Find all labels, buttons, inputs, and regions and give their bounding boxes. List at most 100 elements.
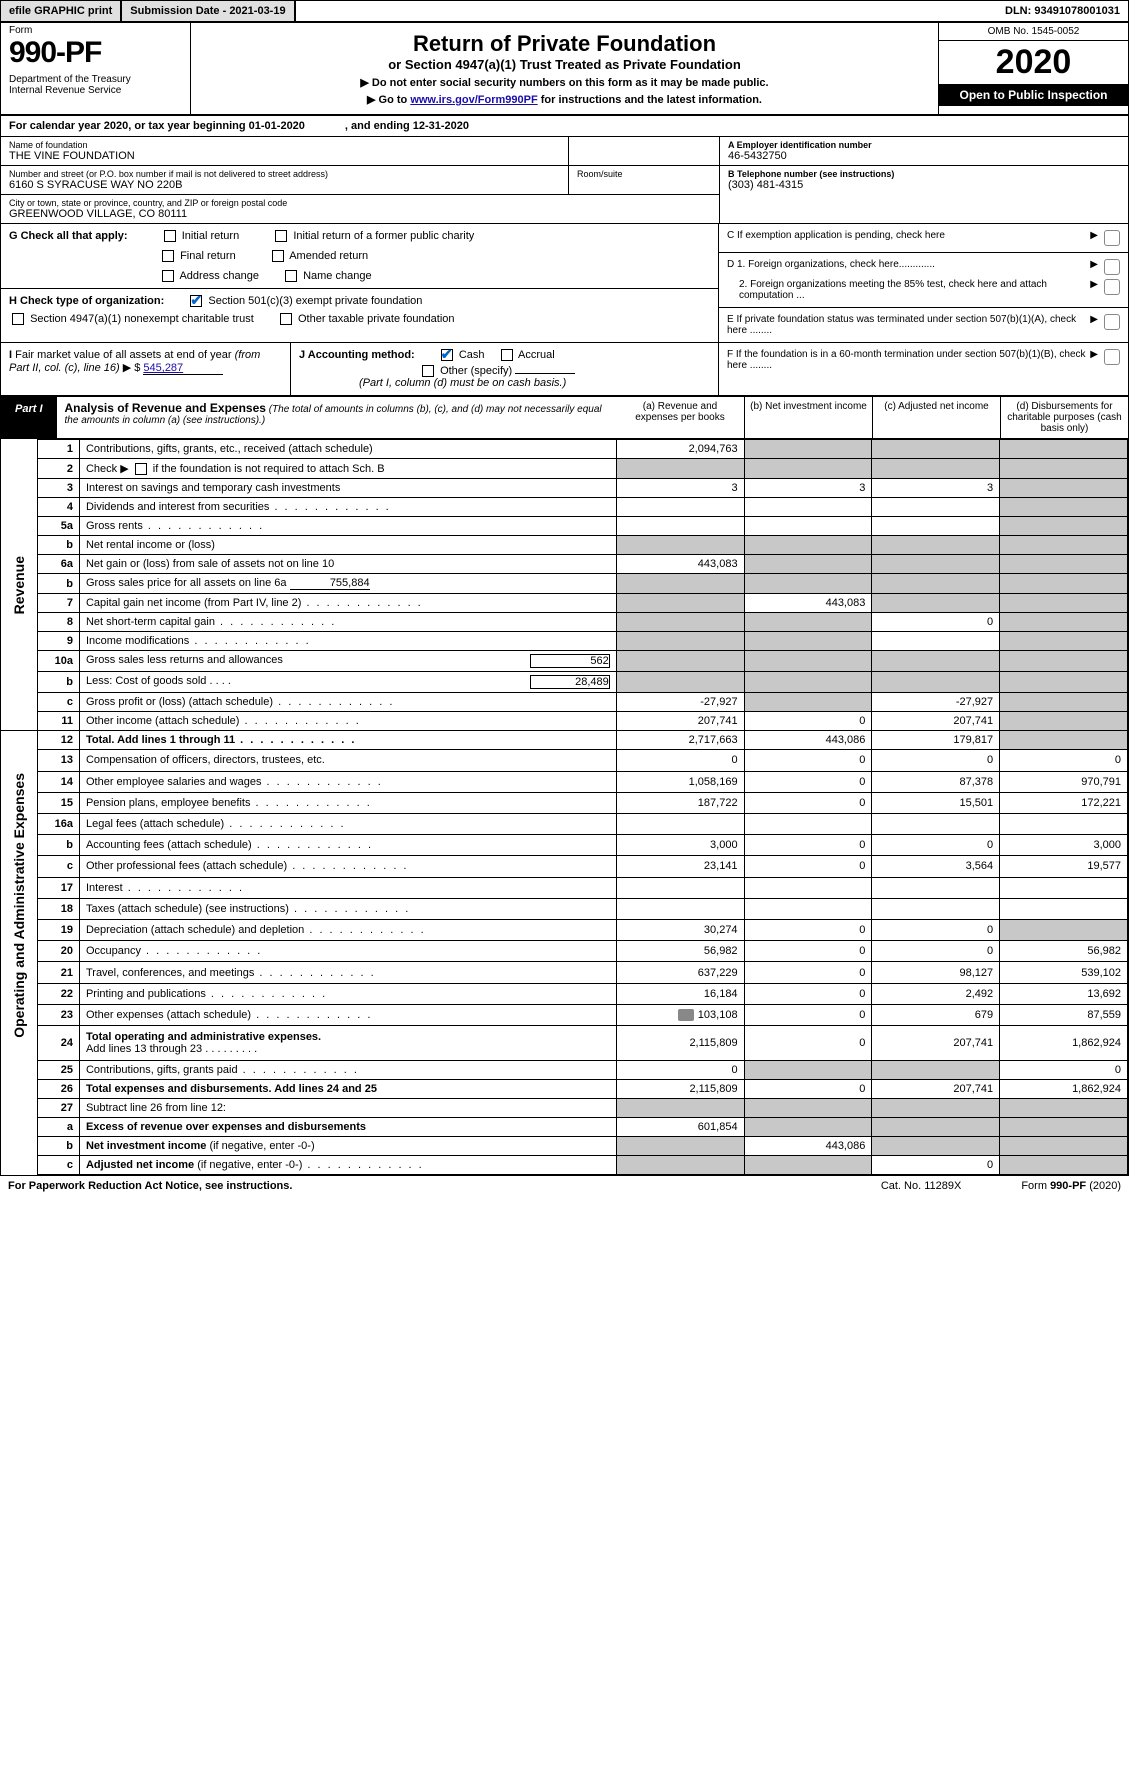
other-taxable-label: Other taxable private foundation (298, 313, 455, 325)
attachment-icon[interactable] (678, 1009, 694, 1021)
row-desc: Other employee salaries and wages (79, 771, 616, 792)
cell: 0 (744, 1080, 872, 1099)
row-no: 19 (38, 920, 80, 941)
row-desc: Taxes (attach schedule) (see instruction… (79, 898, 616, 919)
city-label: City or town, state or province, country… (9, 198, 711, 208)
cell: 207,741 (872, 1026, 1000, 1061)
cell: 443,083 (616, 555, 744, 574)
cell: 0 (872, 941, 1000, 962)
initial-return-checkbox[interactable] (164, 230, 176, 242)
amended-return-label: Amended return (289, 250, 368, 262)
sch-b-checkbox[interactable] (135, 463, 147, 475)
row-desc: Subtract line 26 from line 12: (79, 1099, 616, 1118)
col-c-header: (c) Adjusted net income (872, 397, 1000, 438)
form-header: Form 990-PF Department of the TreasuryIn… (1, 23, 1128, 116)
f-label: F If the foundation is in a 60-month ter… (727, 349, 1090, 371)
cell: 0 (1000, 1061, 1128, 1080)
4947-checkbox[interactable] (12, 313, 24, 325)
name-change-checkbox[interactable] (285, 270, 297, 282)
row-no: 14 (38, 771, 80, 792)
cell: -27,927 (872, 693, 1000, 712)
cell: 3,000 (616, 835, 744, 856)
cell: 0 (744, 962, 872, 983)
cell: 56,982 (616, 941, 744, 962)
foundation-name-label: Name of foundation (9, 140, 560, 150)
row-no: 4 (38, 498, 80, 517)
row-desc: Other expenses (attach schedule) (79, 1004, 616, 1025)
cell: 679 (872, 1004, 1000, 1025)
calendar-year-row: For calendar year 2020, or tax year begi… (1, 116, 1128, 137)
omb-number: OMB No. 1545-0052 (939, 23, 1128, 41)
efile-print-button[interactable]: efile GRAPHIC print (1, 1, 122, 21)
form-number: 990-PF (9, 36, 182, 70)
submission-date: Submission Date - 2021-03-19 (122, 1, 295, 21)
cell: 172,221 (1000, 792, 1128, 813)
form-footer-label: Form 990-PF (2020) (1021, 1180, 1121, 1192)
cash-checkbox[interactable] (441, 349, 453, 361)
address-change-checkbox[interactable] (162, 270, 174, 282)
row-no: 21 (38, 962, 80, 983)
d2-checkbox[interactable] (1104, 279, 1120, 295)
telephone-label: B Telephone number (see instructions) (728, 169, 1120, 179)
inline-val: 562 (530, 654, 610, 668)
col-d-header: (d) Disbursements for charitable purpose… (1000, 397, 1128, 438)
expenses-side-label: Operating and Administrative Expenses (7, 753, 31, 1058)
row-desc: Capital gain net income (from Part IV, l… (79, 594, 616, 613)
cell: 187,722 (616, 792, 744, 813)
cell: 0 (744, 856, 872, 877)
cell: 0 (744, 941, 872, 962)
row-no: 10a (38, 651, 80, 672)
department-label: Department of the TreasuryInternal Reven… (9, 74, 182, 96)
right-checks: C If exemption application is pending, c… (718, 224, 1128, 342)
cash-label: Cash (459, 349, 485, 361)
row-no: 22 (38, 983, 80, 1004)
other-method-checkbox[interactable] (422, 365, 434, 377)
row-no: 9 (38, 632, 80, 651)
d1-checkbox[interactable] (1104, 259, 1120, 275)
cell: 2,115,809 (616, 1026, 744, 1061)
e-checkbox[interactable] (1104, 314, 1120, 330)
row-desc: Occupancy (79, 941, 616, 962)
initial-return-label: Initial return (182, 230, 239, 242)
501c3-checkbox[interactable] (190, 295, 202, 307)
paperwork-notice: For Paperwork Reduction Act Notice, see … (8, 1180, 292, 1192)
501c3-label: Section 501(c)(3) exempt private foundat… (208, 295, 422, 307)
cell: 0 (744, 1026, 872, 1061)
room-suite-label: Room/suite (569, 166, 719, 194)
amended-return-checkbox[interactable] (272, 250, 284, 262)
accrual-checkbox[interactable] (501, 349, 513, 361)
c-checkbox[interactable] (1104, 230, 1120, 246)
tax-year: 2020 (939, 41, 1128, 84)
row-desc: Excess of revenue over expenses and disb… (79, 1118, 616, 1137)
row-desc: Net investment income (if negative, ente… (79, 1137, 616, 1156)
irs-link[interactable]: www.irs.gov/Form990PF (410, 94, 537, 106)
city-state-zip: GREENWOOD VILLAGE, CO 80111 (9, 208, 711, 220)
cell: 0 (872, 920, 1000, 941)
row-no: 26 (38, 1080, 80, 1099)
fmv-value[interactable]: 545,287 (143, 362, 223, 375)
f-checkbox[interactable] (1104, 349, 1120, 365)
cell: 0 (1000, 750, 1128, 771)
address: 6160 S SYRACUSE WAY NO 220B (9, 179, 560, 191)
instr2-pre: ▶ Go to (367, 94, 410, 106)
cell: 179,817 (872, 731, 1000, 750)
instr2-post: for instructions and the latest informat… (538, 94, 762, 106)
ein-label: A Employer identification number (728, 140, 1120, 150)
cell: 0 (872, 835, 1000, 856)
d2-label: 2. Foreign organizations meeting the 85%… (727, 279, 1090, 301)
row-no: 23 (38, 1004, 80, 1025)
cell: 970,791 (1000, 771, 1128, 792)
inline-val: 755,884 (290, 577, 370, 590)
name-change-label: Name change (303, 270, 372, 282)
cell: 207,741 (872, 1080, 1000, 1099)
initial-former-checkbox[interactable] (275, 230, 287, 242)
row-desc: Check ▶ if the foundation is not require… (79, 459, 616, 479)
other-taxable-checkbox[interactable] (280, 313, 292, 325)
final-return-checkbox[interactable] (162, 250, 174, 262)
cell: 98,127 (872, 962, 1000, 983)
check-section: G Check all that apply: Initial return I… (1, 224, 1128, 343)
row-no: b (38, 536, 80, 555)
cell: 56,982 (1000, 941, 1128, 962)
cell: 207,741 (872, 712, 1000, 731)
row-no: a (38, 1118, 80, 1137)
